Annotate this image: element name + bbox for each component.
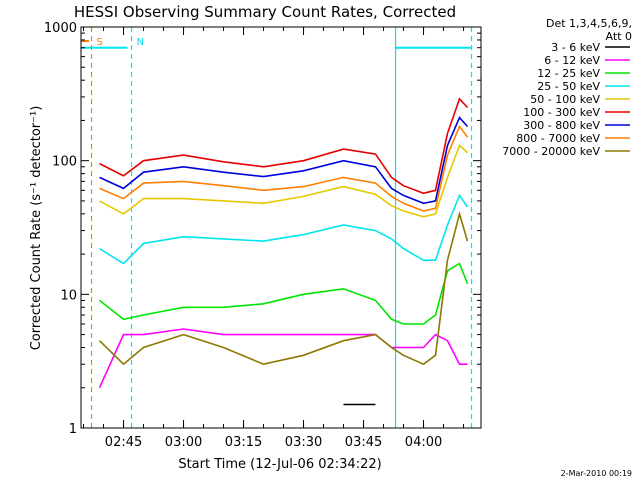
series-line-8 [98,210,469,366]
series-line-6 [99,116,469,205]
legend-label-3: 25 - 50 keV [537,80,600,93]
plot-frame [80,26,482,429]
legend-label-4: 50 - 100 keV [530,93,600,106]
legend-label-7: 800 - 7000 keV [516,132,600,145]
series-line-4 [99,144,469,218]
legend-label-5: 100 - 300 keV [523,106,600,119]
series-line-5 [99,97,469,195]
legend-label-0: 3 - 6 keV [551,41,600,54]
footer-date: 2-Mar-2010 00:19 [561,469,632,478]
x-tick-label-5: 04:00 [405,435,442,450]
x-tick-label-1: 03:00 [165,435,202,450]
legend-label-6: 300 - 800 keV [523,119,600,132]
marker-label-0: S [97,37,103,48]
marker-label-1: N [137,37,144,48]
x-axis-label: Start Time (12-Jul-06 02:34:22) [178,457,381,472]
chart-title: HESSI Observing Summary Count Rates, Cor… [74,3,456,21]
series-line-7 [99,124,469,212]
legend-label-1: 6 - 12 keV [544,54,600,67]
legend-header-line-1: Det 1,3,4,5,6,9, [546,17,632,30]
x-tick-label-4: 03:45 [345,435,382,450]
y-tick-label-2: 100 [52,155,77,170]
y-tick-label-3: 1000 [44,21,77,36]
series-line-1 [98,328,468,389]
y-tick-label-1: 10 [60,288,77,303]
y-axis-label: Corrected Count Rate (s⁻¹ detector⁻¹) [29,106,44,351]
legend-label-8: 7000 - 20000 keV [502,145,600,158]
legend-header-line-2: Att 0 [606,30,632,43]
y-tick-label-0: 1 [69,422,77,437]
x-tick-label-3: 03:30 [285,435,322,450]
x-tick-label-0: 02:45 [105,435,142,450]
x-tick-label-2: 03:15 [225,435,262,450]
legend-label-2: 12 - 25 keV [537,67,600,80]
series-line-2 [99,262,469,325]
series-line-3 [99,193,469,265]
